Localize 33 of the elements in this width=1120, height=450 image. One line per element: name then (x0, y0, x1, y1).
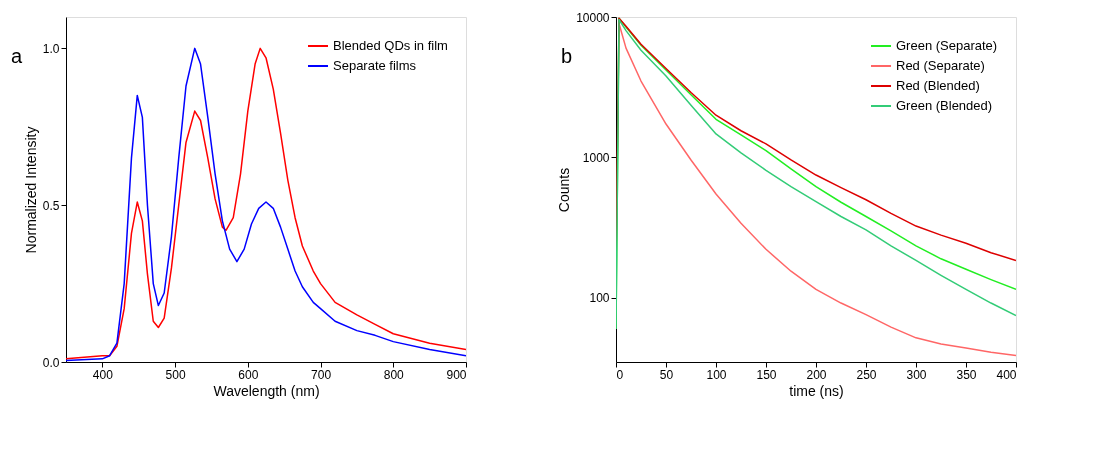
x-tick-label: 400 (996, 367, 1017, 382)
y-tick-label: 100 (589, 291, 610, 306)
legend-label: Blended QDs in film (333, 38, 448, 53)
x-axis-title: Wavelength (nm) (213, 382, 320, 399)
x-tick-label: 150 (756, 367, 777, 382)
x-tick-label: 250 (856, 367, 877, 382)
legend-label: Green (Separate) (896, 38, 998, 53)
y-tick-label: 10000 (576, 10, 610, 25)
legend-label: Green (Blended) (896, 98, 993, 113)
x-tick-label: 0 (616, 367, 624, 382)
y-tick-label: 0.0 (42, 355, 60, 370)
y-tick-label: 1000 (582, 150, 610, 165)
x-tick-label: 400 (92, 367, 114, 382)
x-tick-label: 300 (906, 367, 927, 382)
x-tick-label: 600 (238, 367, 259, 382)
x-tick-label: 900 (446, 367, 467, 382)
legend-label: Separate films (333, 58, 417, 73)
legend-label: Red (Blended) (896, 78, 980, 93)
text: a (11, 45, 23, 67)
x-tick-label: 500 (165, 367, 186, 382)
x-tick-label: 100 (706, 367, 727, 382)
legend-label: Red (Separate) (896, 58, 985, 73)
text: b (561, 45, 573, 67)
x-tick-label: 800 (383, 367, 405, 382)
x-tick-label: 50 (659, 367, 674, 382)
x-tick-label: 350 (956, 367, 977, 382)
x-tick-label: 700 (311, 367, 332, 382)
y-axis-title: Counts (556, 167, 573, 213)
x-tick-label: 200 (806, 367, 827, 382)
y-tick-label: 1.0 (42, 41, 60, 56)
y-axis-title: Normalized Intensity (22, 126, 39, 254)
y-tick-label: 0.5 (42, 198, 60, 213)
x-axis-title: time (ns) (789, 382, 844, 399)
